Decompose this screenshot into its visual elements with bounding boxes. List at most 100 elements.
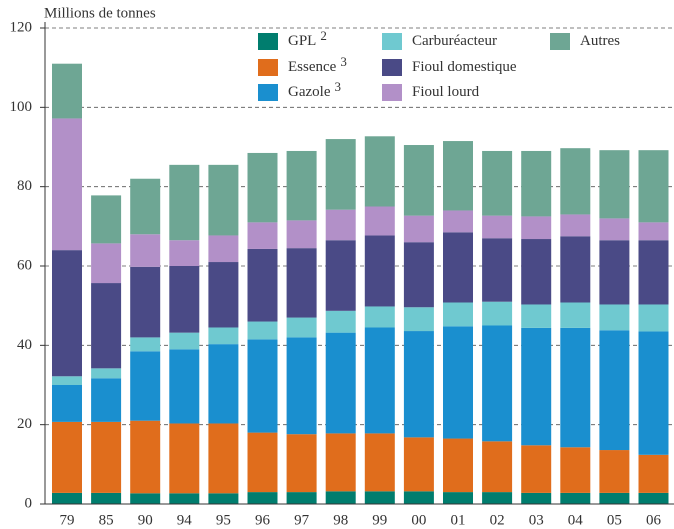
- bar-segment: [169, 266, 200, 333]
- bar-segment: [52, 63, 82, 119]
- bar-segment: [403, 215, 434, 243]
- x-tick-label: 96: [255, 512, 271, 528]
- bar-segment: [325, 491, 356, 504]
- bar-segment: [52, 250, 82, 377]
- bar-segment: [169, 423, 200, 494]
- legend-name: Fioul lourd: [412, 84, 480, 100]
- bar-segment: [247, 492, 278, 504]
- x-tick-label: 79: [60, 512, 75, 528]
- legend-label: Fioul domestique: [412, 59, 517, 75]
- bar-segment: [482, 150, 513, 216]
- legend-label: Fioul lourd: [412, 84, 480, 100]
- bar-segment: [91, 368, 122, 379]
- legend-swatch: [258, 59, 278, 76]
- bar-segment: [599, 330, 630, 451]
- bar-segment: [521, 445, 552, 493]
- x-tick-label: 05: [607, 512, 622, 528]
- legend-label: GPL 2: [288, 28, 327, 49]
- x-tick-label: 03: [529, 512, 544, 528]
- legend-swatch: [550, 33, 570, 50]
- x-tick-label: 90: [138, 512, 153, 528]
- bar-segment: [482, 301, 513, 326]
- bar-segment: [521, 239, 552, 305]
- bar-segment: [403, 145, 434, 216]
- bar-segment: [130, 266, 161, 338]
- bar-segment: [52, 376, 82, 385]
- y-axis-label: Millions de tonnes: [44, 5, 156, 21]
- x-tick-label: 04: [568, 512, 584, 528]
- bar-segment: [208, 344, 239, 424]
- bar-segment: [91, 378, 122, 422]
- bar-segment: [130, 178, 161, 235]
- bar-segment: [325, 332, 356, 434]
- bar-segment: [247, 248, 278, 322]
- bar-segment: [208, 262, 239, 328]
- bar-segment: [325, 209, 356, 241]
- y-tick-label: 60: [17, 257, 32, 273]
- bar-segment: [208, 164, 239, 236]
- x-tick-label: 98: [333, 512, 348, 528]
- bar-segment: [521, 327, 552, 446]
- bar-segment: [599, 150, 630, 219]
- x-tick-label: 94: [177, 512, 193, 528]
- bar-segment: [599, 218, 630, 241]
- legend-label: Gazole 3: [288, 79, 341, 100]
- bar-segment: [130, 493, 161, 504]
- bar-segment: [364, 327, 395, 434]
- y-tick-label: 100: [10, 99, 33, 115]
- bar-segment: [599, 450, 630, 493]
- x-tick-label: 02: [490, 512, 505, 528]
- bar-segment: [52, 118, 82, 251]
- bar-segment: [169, 240, 200, 266]
- bar-segment: [208, 327, 239, 345]
- bar-segment: [364, 136, 395, 207]
- legend-note: 2: [320, 28, 327, 43]
- bar-segment: [638, 150, 669, 223]
- legend-note: 3: [340, 54, 347, 69]
- bar-segment: [482, 325, 513, 442]
- bar-segment: [91, 283, 122, 369]
- x-tick-label: 01: [451, 512, 466, 528]
- bar-segment: [52, 421, 82, 493]
- bar-segment: [599, 492, 630, 504]
- bar-segment: [403, 331, 434, 438]
- bar-segment: [208, 493, 239, 504]
- bar-segment: [169, 349, 200, 424]
- bar-segment: [91, 492, 122, 504]
- bar-segment: [638, 492, 669, 504]
- y-tick-label: 0: [25, 495, 33, 511]
- bar-segment: [169, 164, 200, 241]
- bar-segment: [52, 492, 82, 504]
- bar-segment: [130, 337, 161, 352]
- y-tick-label: 80: [17, 178, 32, 194]
- bar-segment: [403, 242, 434, 308]
- bar-segment: [443, 141, 473, 211]
- bar-segment: [638, 240, 669, 305]
- bar-segment: [638, 304, 669, 332]
- bar-segment: [364, 235, 395, 307]
- legend-name: Autres: [580, 33, 620, 49]
- bar-segment: [443, 492, 473, 504]
- bar-segment: [91, 243, 122, 284]
- bar-segment: [403, 491, 434, 504]
- bar-segment: [443, 210, 473, 233]
- bar-segment: [52, 385, 82, 422]
- legend-name: GPL: [288, 33, 316, 49]
- bar-segment: [169, 493, 200, 504]
- bar-segment: [130, 234, 161, 267]
- bar-segment: [91, 421, 122, 493]
- bar-segment: [443, 232, 473, 303]
- bar-segment: [286, 337, 317, 435]
- bar-segment: [638, 454, 669, 493]
- bar-segment: [364, 491, 395, 504]
- bar-segment: [286, 220, 317, 249]
- x-tick-label: 06: [646, 512, 662, 528]
- legend-name: Essence: [288, 59, 337, 75]
- bar-segment: [521, 216, 552, 240]
- bar-segment: [521, 492, 552, 504]
- bar-segment: [403, 307, 434, 332]
- bar-segment: [599, 304, 630, 331]
- bar-segment: [286, 248, 317, 318]
- bar-segment: [521, 304, 552, 328]
- bar-segment: [130, 420, 161, 494]
